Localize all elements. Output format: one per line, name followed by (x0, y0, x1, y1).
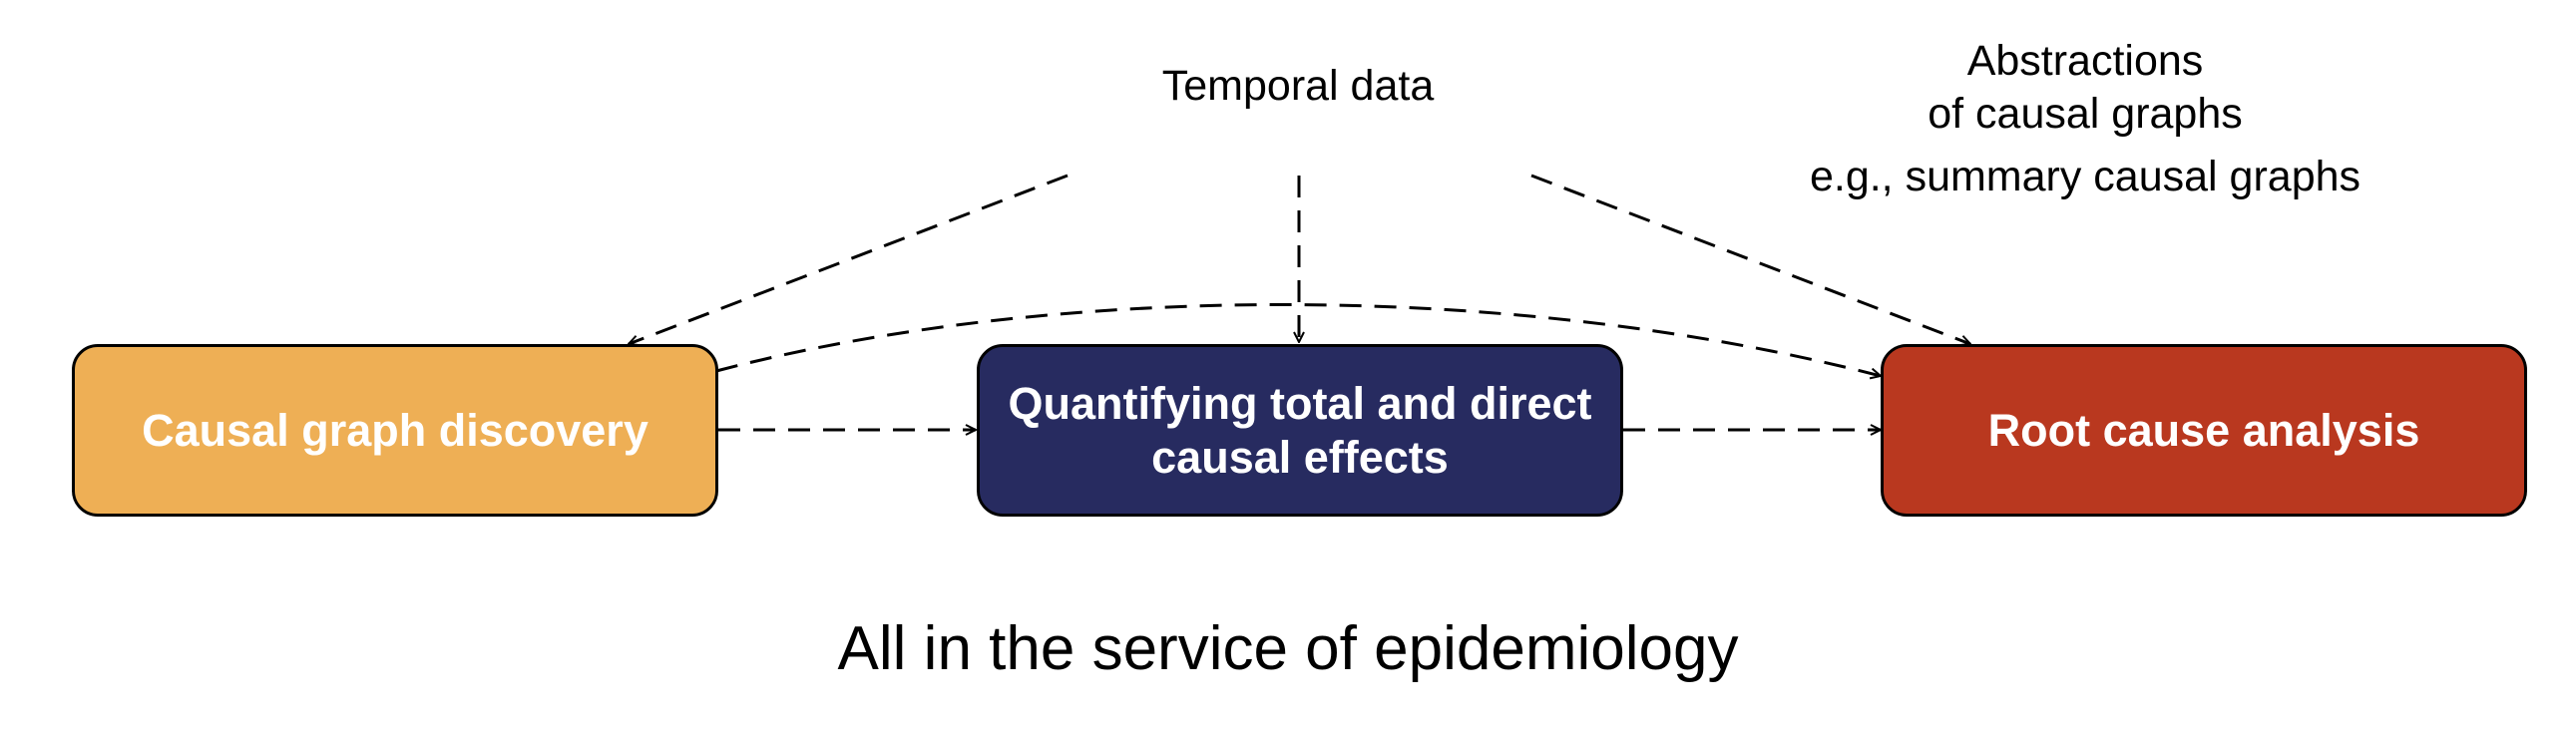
arrow-temporal-to-rca (1530, 174, 1970, 344)
causal-effects-line-1: Quantifying total and direct (1008, 377, 1592, 429)
arrow-temporal-to-discovery (629, 174, 1069, 344)
causal-effects-box: Quantifying total and direct causal effe… (977, 344, 1623, 517)
abstractions-example: e.g., summary causal graphs (1809, 153, 2361, 200)
abstractions-label: Abstractions of causal graphs e.g., summ… (1806, 35, 2364, 203)
footer-caption: All in the service of epidemiology (837, 614, 1739, 683)
root-cause-analysis-label: Root cause analysis (1987, 404, 2420, 456)
causal-effects-line-2: causal effects (1151, 431, 1449, 483)
temporal-data-label: Temporal data (1161, 62, 1435, 110)
arrow-discovery-to-rca-curved (715, 303, 1881, 377)
abstractions-line-2: of causal graphs (1928, 90, 2243, 138)
causal-graph-discovery-label: Causal graph discovery (142, 404, 648, 456)
causal-graph-discovery-box: Causal graph discovery (72, 344, 718, 517)
root-cause-analysis-box: Root cause analysis (1881, 344, 2527, 517)
abstractions-line-1: Abstractions (1966, 37, 2204, 85)
